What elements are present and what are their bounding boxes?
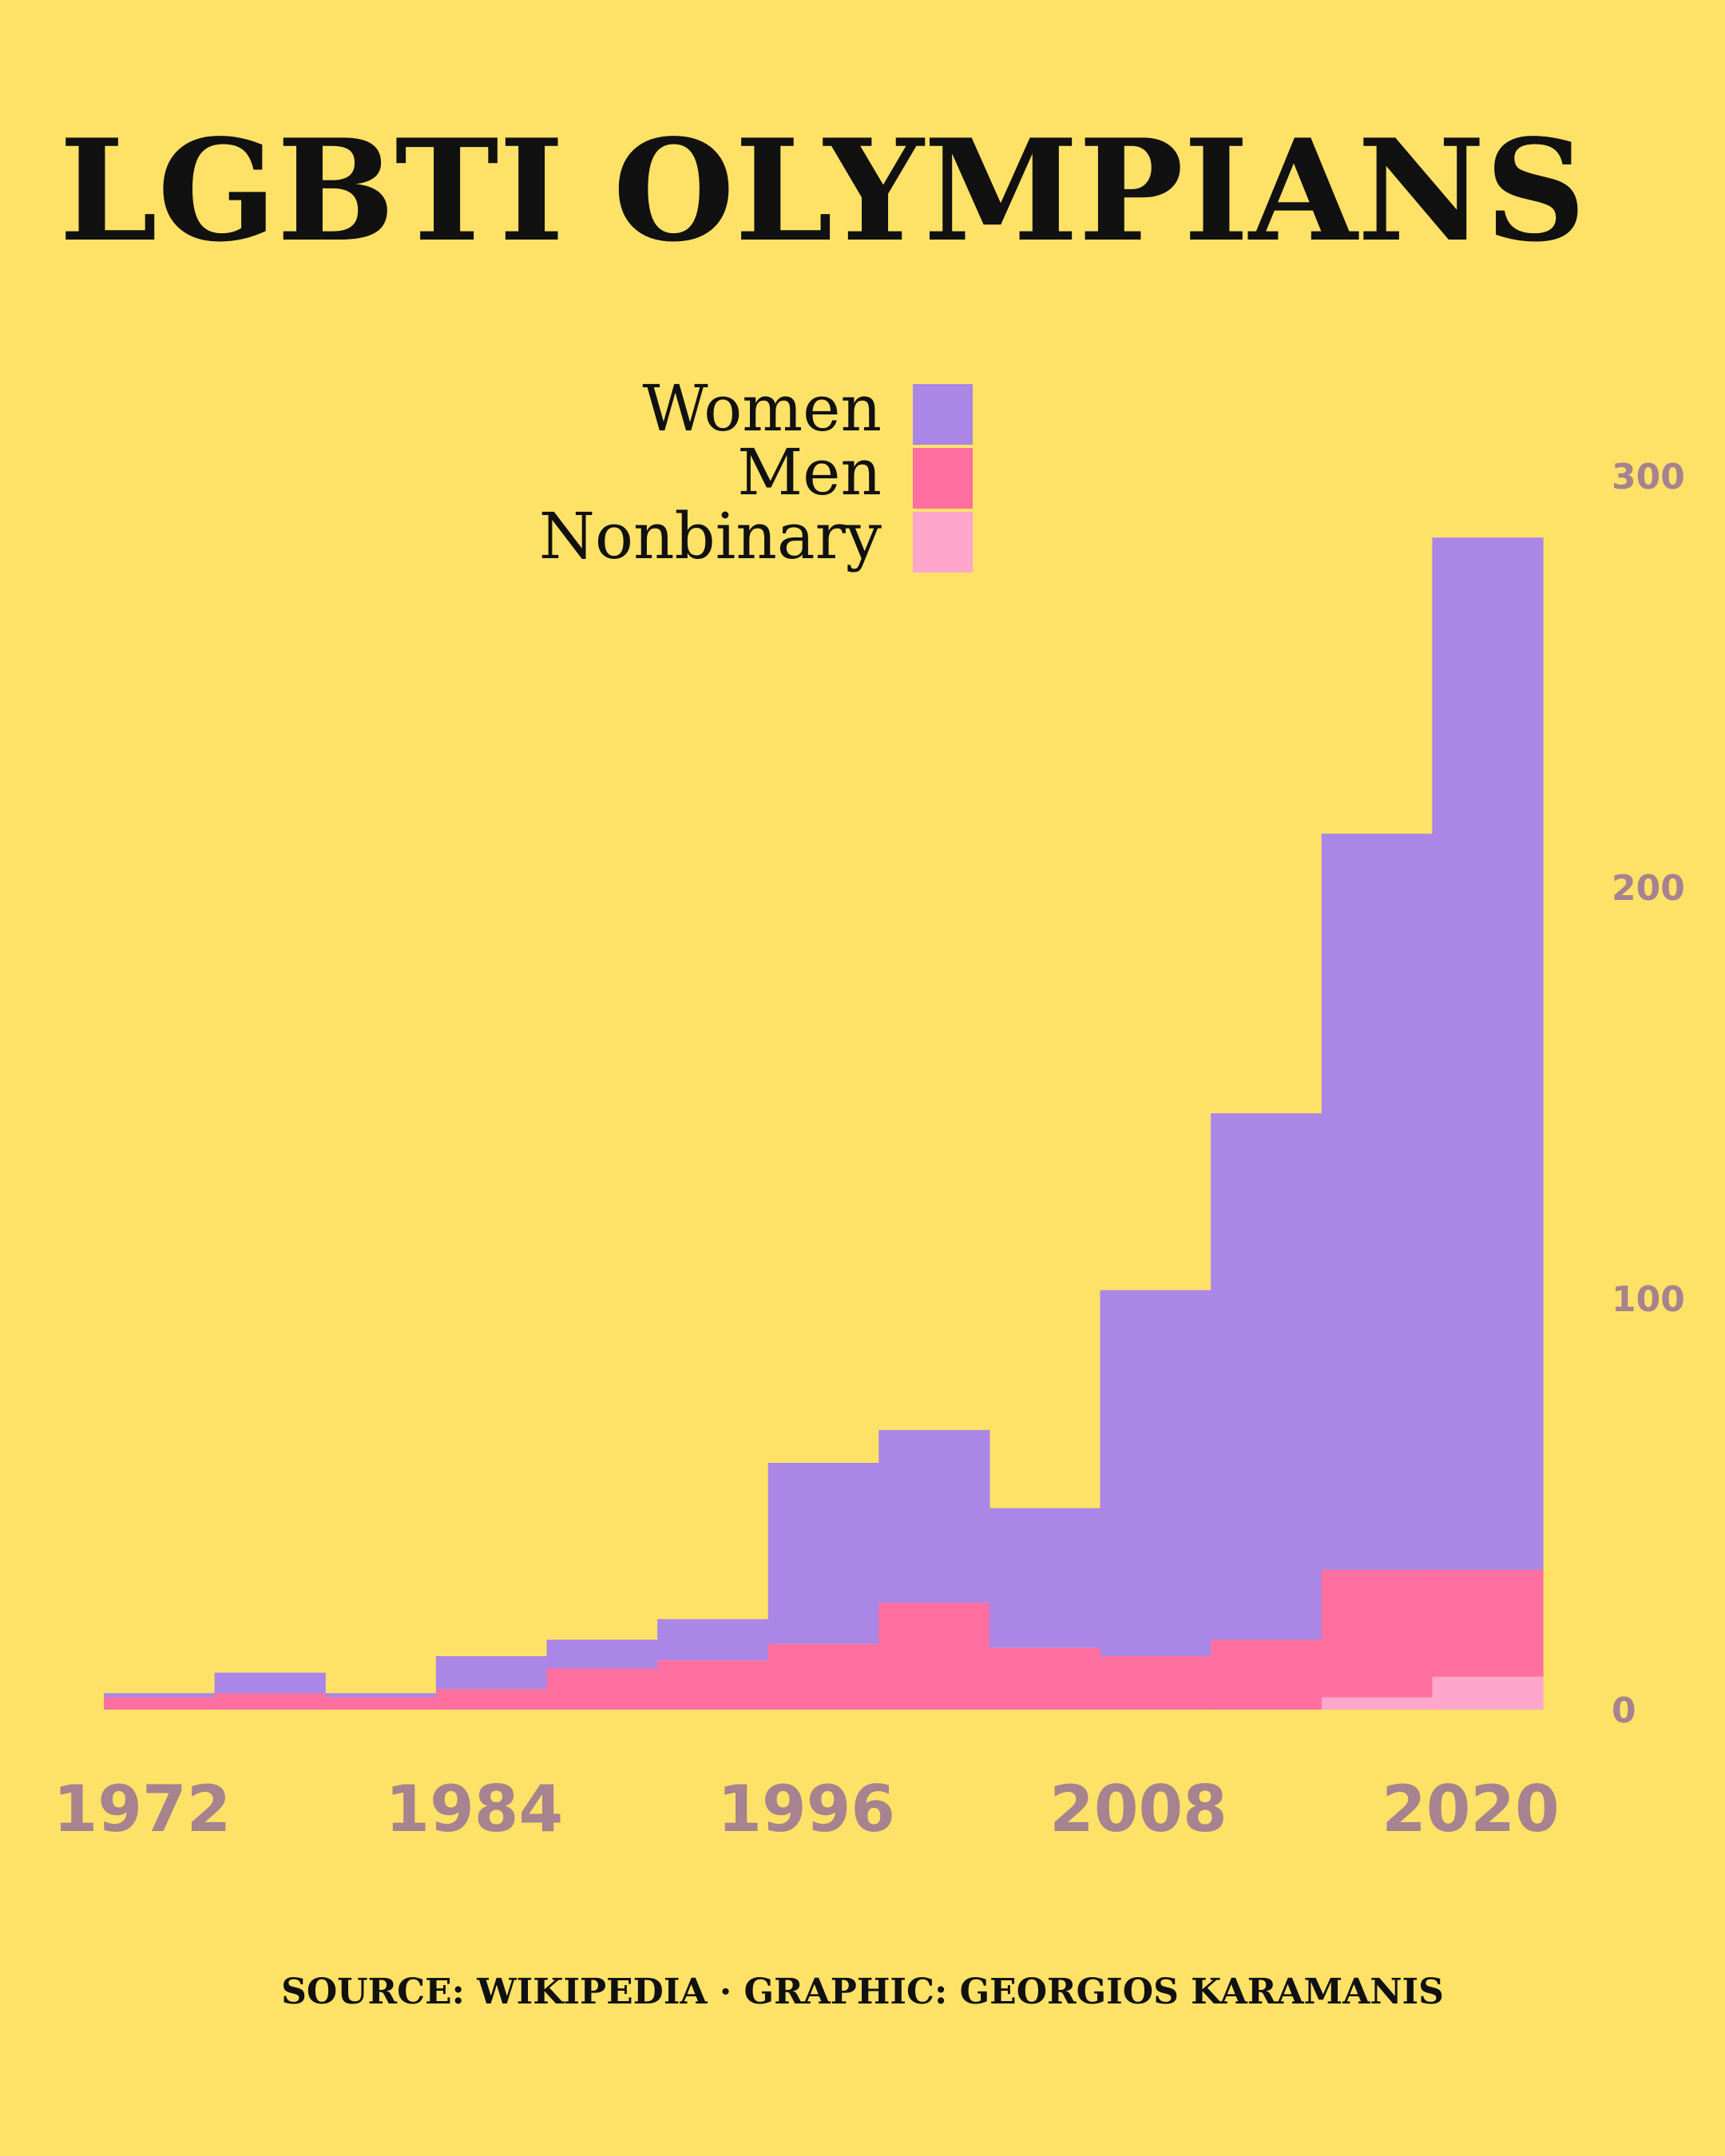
x-tick-label-2020: 2020 bbox=[1382, 1772, 1560, 1846]
y-tick-label-200: 200 bbox=[1612, 868, 1685, 909]
bar-men-1996 bbox=[767, 1643, 879, 1710]
bar-women-1984 bbox=[435, 1656, 548, 1690]
bar-women-1980 bbox=[325, 1693, 437, 1698]
bar-women-2004 bbox=[989, 1508, 1101, 1648]
legend-label-nonbinary: Nonbinary bbox=[539, 499, 882, 573]
legend-swatch-men bbox=[913, 448, 973, 509]
bar-women-1976 bbox=[214, 1672, 326, 1694]
bar-nonbinary-2016 bbox=[1321, 1697, 1433, 1710]
bar-men-1984 bbox=[435, 1689, 548, 1710]
bar-women-2008 bbox=[1100, 1290, 1211, 1657]
bar-women-2000 bbox=[878, 1429, 990, 1603]
bar-women-2016 bbox=[1321, 834, 1433, 1570]
x-tick-label-1996: 1996 bbox=[717, 1772, 895, 1846]
legend-label-women: Women bbox=[642, 371, 882, 446]
bar-women-2012 bbox=[1211, 1113, 1322, 1640]
x-tick-label-1972: 1972 bbox=[54, 1772, 232, 1846]
source-caption: SOURCE: WIKIPEDIA · GRAPHIC: GEORGIOS KA… bbox=[281, 1972, 1444, 2012]
legend-swatch-women bbox=[913, 384, 973, 445]
bar-men-1992 bbox=[657, 1660, 769, 1710]
bar-men-2016 bbox=[1321, 1569, 1433, 1698]
bar-men-1972 bbox=[104, 1697, 216, 1710]
legend-label-men: Men bbox=[737, 435, 882, 509]
bar-men-2012 bbox=[1211, 1639, 1322, 1710]
bar-women-2020 bbox=[1432, 537, 1544, 1570]
x-tick-label-1984: 1984 bbox=[385, 1772, 563, 1846]
bar-nonbinary-2020 bbox=[1432, 1676, 1544, 1710]
bar-men-2004 bbox=[989, 1647, 1101, 1710]
y-tick-label-300: 300 bbox=[1612, 457, 1685, 497]
y-tick-label-0: 0 bbox=[1612, 1690, 1636, 1731]
bar-men-2008 bbox=[1100, 1656, 1211, 1710]
bar-men-1976 bbox=[214, 1693, 326, 1710]
bar-men-2020 bbox=[1432, 1569, 1544, 1677]
bar-men-1980 bbox=[325, 1697, 437, 1710]
plot-area bbox=[104, 537, 1544, 1710]
bar-women-1992 bbox=[657, 1619, 769, 1661]
x-tick-label-2008: 2008 bbox=[1049, 1772, 1227, 1846]
x-axis: 1972 1984 1996 2008 2020 bbox=[54, 1772, 1560, 1846]
bar-women-1996 bbox=[767, 1463, 879, 1644]
bar-women-1972 bbox=[104, 1693, 216, 1698]
y-axis: 0 100 200 300 bbox=[1612, 457, 1685, 1731]
bar-men-2000 bbox=[878, 1603, 990, 1710]
bar-men-1988 bbox=[546, 1668, 658, 1710]
chart-title: LGBTI OLYMPIANS bbox=[59, 109, 1586, 273]
legend-swatch-nonbinary bbox=[913, 512, 973, 573]
bar-women-1988 bbox=[546, 1639, 658, 1669]
y-tick-label-100: 100 bbox=[1612, 1279, 1685, 1320]
